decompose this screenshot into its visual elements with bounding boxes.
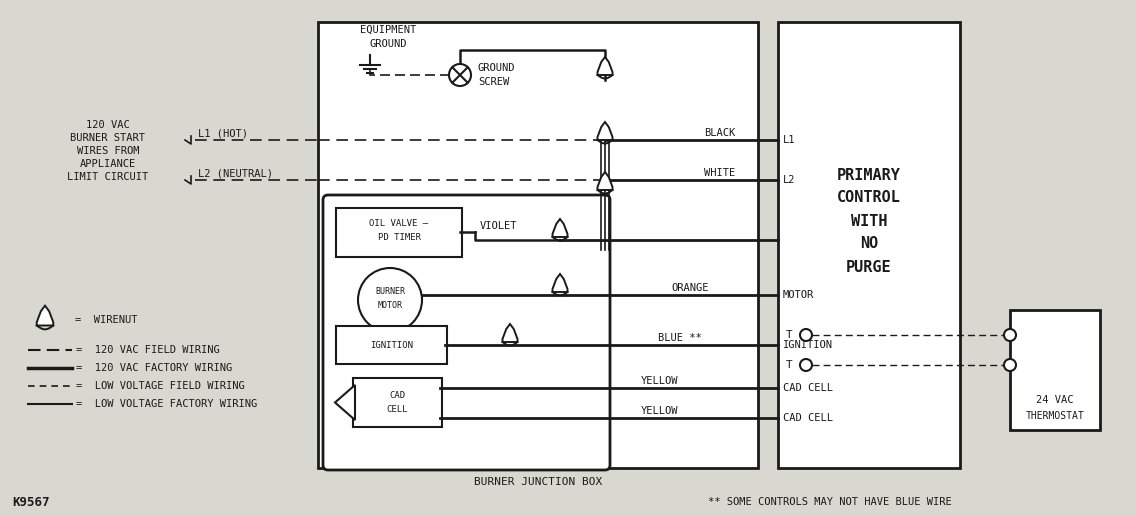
Text: =  LOW VOLTAGE FACTORY WIRING: = LOW VOLTAGE FACTORY WIRING [76, 399, 257, 409]
Text: L2: L2 [783, 175, 795, 185]
Polygon shape [598, 172, 612, 190]
Text: BLUE **: BLUE ** [658, 333, 702, 343]
Text: BURNER JUNCTION BOX: BURNER JUNCTION BOX [474, 477, 602, 487]
Text: MOTOR: MOTOR [377, 301, 402, 311]
Polygon shape [335, 385, 354, 420]
Text: IGNITION: IGNITION [370, 341, 414, 349]
Text: CONTROL: CONTROL [837, 190, 901, 205]
Text: APPLIANCE: APPLIANCE [80, 159, 136, 169]
FancyBboxPatch shape [353, 378, 442, 427]
Polygon shape [552, 274, 568, 292]
Text: =  LOW VOLTAGE FIELD WIRING: = LOW VOLTAGE FIELD WIRING [76, 381, 244, 391]
Text: CELL: CELL [386, 405, 408, 414]
Text: EQUIPMENT: EQUIPMENT [360, 25, 416, 35]
Text: CAD CELL: CAD CELL [783, 383, 833, 393]
Text: T: T [786, 360, 793, 370]
Text: YELLOW: YELLOW [641, 376, 678, 386]
Polygon shape [598, 57, 612, 75]
Polygon shape [502, 324, 518, 342]
Polygon shape [36, 305, 53, 326]
Text: L1 (HOT): L1 (HOT) [198, 128, 248, 138]
Text: VIOLET: VIOLET [481, 221, 518, 231]
Circle shape [449, 64, 471, 86]
Text: WHITE: WHITE [704, 168, 736, 178]
Polygon shape [598, 122, 612, 140]
Text: CAD CELL: CAD CELL [783, 413, 833, 423]
Text: T: T [786, 330, 793, 340]
FancyBboxPatch shape [336, 208, 462, 257]
Text: YELLOW: YELLOW [641, 406, 678, 416]
Text: PRIMARY: PRIMARY [837, 168, 901, 183]
Text: OIL VALVE –: OIL VALVE – [369, 218, 428, 228]
Text: =  WIRENUT: = WIRENUT [75, 315, 137, 325]
Text: PURGE: PURGE [846, 260, 892, 275]
Text: BURNER: BURNER [375, 287, 406, 297]
Text: CAD: CAD [390, 391, 406, 400]
FancyBboxPatch shape [336, 326, 446, 364]
Polygon shape [552, 219, 568, 237]
Text: GROUND: GROUND [478, 63, 516, 73]
Circle shape [800, 329, 812, 341]
Circle shape [1004, 329, 1016, 341]
Text: K9567: K9567 [12, 495, 50, 508]
Text: WITH: WITH [851, 214, 887, 229]
Text: LIMIT CIRCUIT: LIMIT CIRCUIT [67, 172, 149, 182]
Text: ** SOME CONTROLS MAY NOT HAVE BLUE WIRE: ** SOME CONTROLS MAY NOT HAVE BLUE WIRE [708, 497, 952, 507]
Circle shape [800, 359, 812, 371]
Text: BLACK: BLACK [704, 128, 736, 138]
Text: SCREW: SCREW [478, 77, 509, 87]
FancyBboxPatch shape [1010, 310, 1100, 430]
Text: =  120 VAC FACTORY WIRING: = 120 VAC FACTORY WIRING [76, 363, 232, 373]
FancyBboxPatch shape [323, 195, 610, 470]
Circle shape [358, 268, 421, 332]
Text: L2 (NEUTRAL): L2 (NEUTRAL) [198, 168, 273, 178]
Text: 120 VAC: 120 VAC [86, 120, 130, 130]
FancyBboxPatch shape [778, 22, 960, 468]
Text: NO: NO [860, 236, 878, 251]
Text: GROUND: GROUND [369, 39, 407, 49]
Text: 24 VAC: 24 VAC [1036, 395, 1074, 405]
Text: WIRES FROM: WIRES FROM [77, 146, 140, 156]
Circle shape [1004, 359, 1016, 371]
Text: THERMOSTAT: THERMOSTAT [1026, 411, 1085, 421]
Text: IGNITION: IGNITION [783, 340, 833, 350]
Text: =  120 VAC FIELD WIRING: = 120 VAC FIELD WIRING [76, 345, 219, 355]
FancyBboxPatch shape [318, 22, 758, 468]
Text: L1: L1 [783, 135, 795, 145]
Text: PD TIMER: PD TIMER [377, 233, 420, 241]
Text: MOTOR: MOTOR [783, 290, 815, 300]
Text: BURNER START: BURNER START [70, 133, 145, 143]
Text: ORANGE: ORANGE [671, 283, 709, 293]
